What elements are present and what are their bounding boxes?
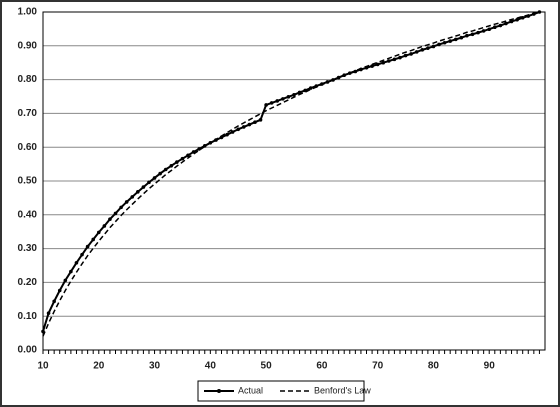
marker: [292, 93, 296, 97]
x-tick-label: 30: [149, 361, 161, 372]
x-tick-label: 40: [205, 361, 217, 372]
x-tick-label: 60: [316, 361, 328, 372]
marker: [426, 46, 430, 50]
x-tick-label: 50: [261, 361, 273, 372]
marker: [130, 195, 135, 199]
marker: [286, 95, 291, 99]
marker: [80, 252, 84, 257]
y-tick-label: 0.80: [18, 74, 38, 85]
x-tick-label: 10: [37, 361, 49, 372]
series-line: [42, 11, 540, 337]
marker: [236, 127, 241, 132]
marker: [487, 27, 492, 32]
x-tick-label: 20: [93, 361, 105, 372]
marker: [247, 122, 252, 127]
marker: [381, 60, 386, 65]
marker: [180, 156, 185, 161]
marker: [258, 118, 263, 122]
marker: [230, 130, 235, 134]
marker: [163, 167, 168, 172]
marker: [453, 37, 458, 42]
marker: [197, 147, 201, 151]
marker: [46, 311, 51, 315]
marker: [264, 103, 268, 107]
marker: [136, 190, 140, 194]
marker: [96, 230, 101, 235]
marker: [414, 50, 419, 54]
y-tick-label: 0.30: [18, 243, 38, 254]
marker: [403, 53, 408, 58]
marker: [498, 23, 503, 28]
marker: [269, 101, 274, 105]
y-tick-label: 0.50: [18, 176, 38, 187]
marker: [91, 237, 95, 242]
marker: [370, 64, 374, 68]
marker: [169, 163, 174, 168]
marker: [392, 57, 397, 62]
marker: [470, 32, 475, 37]
marker: [141, 185, 146, 189]
marker: [353, 69, 358, 74]
marker: [398, 55, 402, 60]
marker: [459, 35, 464, 40]
marker: [465, 33, 469, 38]
marker: [108, 217, 112, 221]
marker: [186, 153, 190, 158]
marker: [481, 29, 486, 33]
y-tick-label: 0.70: [18, 108, 38, 119]
y-tick-label: 0.90: [18, 40, 38, 51]
legend-label: Actual: [238, 385, 263, 395]
marker: [253, 120, 257, 124]
marker: [113, 211, 118, 216]
y-tick-label: 0.00: [18, 345, 38, 356]
y-tick-label: 0.60: [18, 142, 38, 153]
marker: [63, 278, 68, 283]
marker: [225, 132, 229, 137]
y-tick-label: 0.10: [18, 311, 38, 322]
marker: [57, 288, 62, 293]
marker: [509, 19, 514, 24]
marker: [409, 52, 413, 56]
x-tick-label: 80: [428, 361, 440, 372]
y-tick-label: 1.00: [18, 7, 38, 18]
marker: [308, 86, 313, 90]
marker: [74, 260, 79, 265]
marker: [537, 10, 542, 14]
marker: [520, 15, 525, 20]
marker: [420, 48, 425, 52]
marker: [504, 21, 508, 26]
marker: [242, 125, 246, 129]
marker: [387, 59, 391, 63]
marker: [448, 39, 452, 43]
marker: [219, 135, 224, 140]
marker: [175, 160, 179, 164]
marker: [119, 205, 123, 210]
marker: [85, 244, 90, 249]
y-tick-label: 0.20: [18, 277, 38, 288]
marker: [102, 224, 107, 228]
marker: [281, 97, 285, 101]
marker: [437, 42, 441, 47]
marker: [431, 44, 436, 49]
legend-marker: [217, 389, 221, 393]
marker: [124, 200, 129, 204]
marker: [442, 40, 447, 45]
marker: [52, 299, 56, 304]
marker: [515, 17, 519, 22]
x-tick-label: 90: [484, 361, 496, 372]
marker: [147, 180, 151, 185]
marker: [476, 30, 480, 35]
marker: [152, 176, 157, 180]
legend-label: Benford's Law: [314, 385, 371, 395]
marker: [158, 171, 162, 176]
marker: [375, 62, 380, 67]
y-tick-label: 0.40: [18, 209, 38, 220]
marker: [69, 269, 73, 274]
x-tick-label: 70: [372, 361, 384, 372]
marker: [493, 25, 497, 30]
marker: [275, 99, 280, 103]
